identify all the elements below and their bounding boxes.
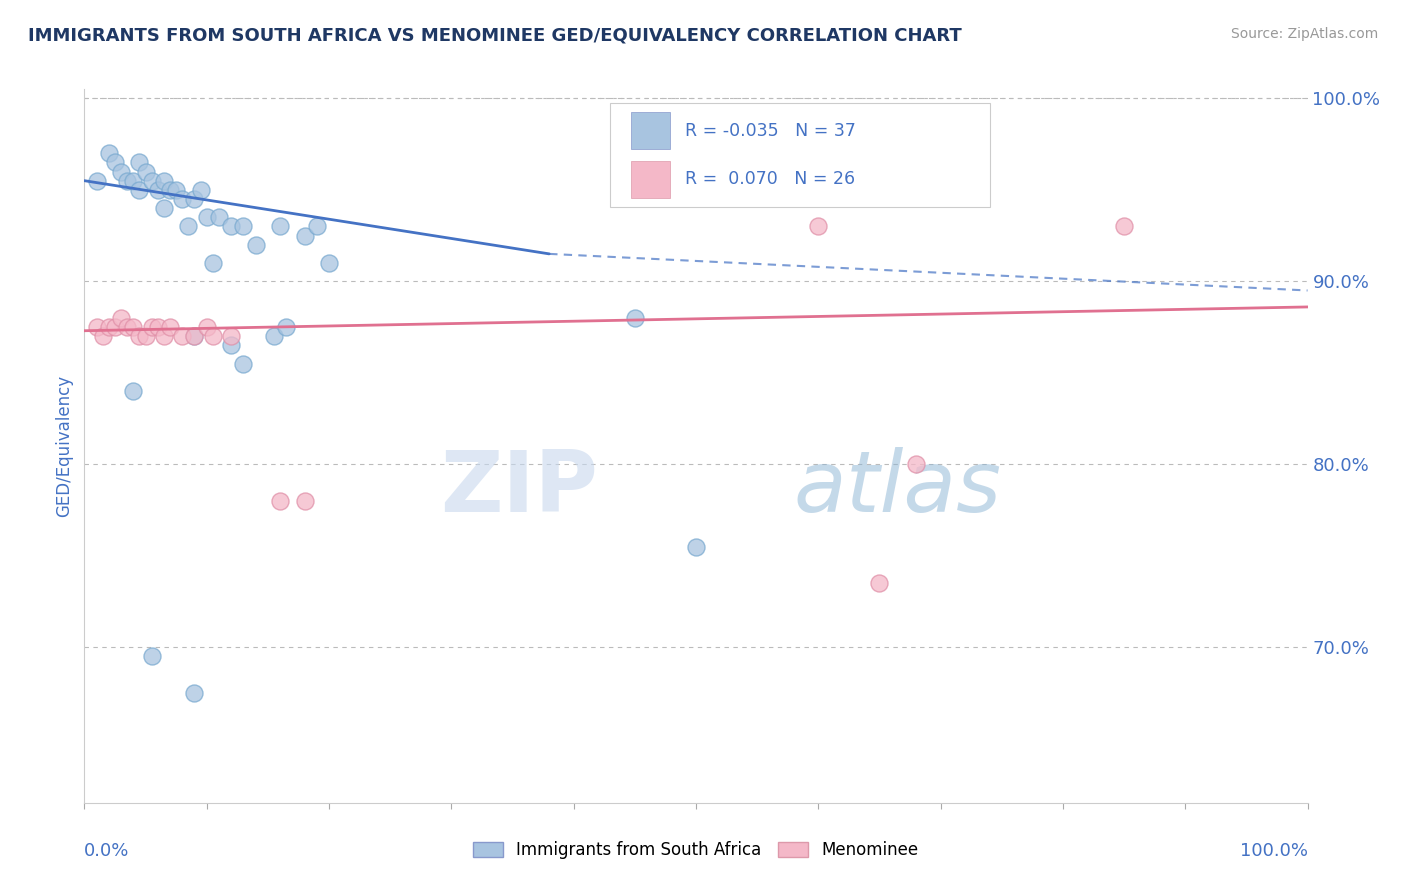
Point: [219, 338, 242, 352]
Point: [141, 174, 163, 188]
Legend: Immigrants from South Africa, Menominee: Immigrants from South Africa, Menominee: [467, 835, 925, 866]
Point: [110, 310, 132, 325]
Point: [135, 329, 157, 343]
Point: [122, 320, 145, 334]
Point: [183, 192, 205, 206]
Point: [219, 329, 242, 343]
Point: [219, 219, 242, 234]
Point: [159, 183, 181, 197]
Point: [232, 357, 254, 371]
FancyBboxPatch shape: [610, 103, 990, 207]
Point: [97, 146, 120, 161]
Point: [195, 211, 218, 225]
Point: [153, 174, 176, 188]
Point: [110, 164, 132, 178]
Point: [190, 183, 212, 197]
Bar: [631, 161, 671, 198]
Point: [159, 320, 181, 334]
Point: [208, 211, 231, 225]
Bar: [631, 112, 671, 149]
Point: [294, 494, 316, 508]
Point: [128, 183, 150, 197]
Point: [153, 201, 176, 215]
Point: [146, 320, 169, 334]
Text: atlas: atlas: [794, 447, 1002, 531]
Text: R =  0.070   N = 26: R = 0.070 N = 26: [685, 170, 855, 188]
Point: [86, 320, 108, 334]
Point: [115, 174, 138, 188]
Point: [153, 329, 176, 343]
Point: [172, 192, 194, 206]
Point: [1114, 219, 1136, 234]
Point: [128, 329, 150, 343]
Point: [104, 155, 127, 169]
Text: Source: ZipAtlas.com: Source: ZipAtlas.com: [1230, 27, 1378, 41]
Point: [807, 219, 830, 234]
Point: [294, 228, 316, 243]
Point: [183, 329, 205, 343]
Point: [276, 320, 298, 334]
Point: [305, 219, 328, 234]
Text: ZIP: ZIP: [440, 447, 598, 531]
Point: [122, 384, 145, 398]
Point: [624, 310, 647, 325]
Point: [183, 686, 205, 700]
Point: [141, 649, 163, 664]
Point: [135, 164, 157, 178]
Y-axis label: GED/Equivalency: GED/Equivalency: [55, 375, 73, 517]
Point: [245, 237, 267, 252]
Point: [86, 174, 108, 188]
Point: [115, 320, 138, 334]
Point: [232, 219, 254, 234]
Point: [269, 219, 291, 234]
Point: [201, 329, 224, 343]
Point: [91, 329, 114, 343]
Point: [318, 256, 340, 270]
Point: [195, 320, 218, 334]
Point: [104, 320, 127, 334]
Point: [183, 329, 205, 343]
Point: [141, 320, 163, 334]
Point: [122, 174, 145, 188]
Point: [685, 540, 707, 554]
Point: [269, 494, 291, 508]
Text: 100.0%: 100.0%: [1240, 842, 1308, 860]
Point: [146, 183, 169, 197]
Point: [172, 329, 194, 343]
Point: [905, 458, 928, 472]
Point: [177, 219, 200, 234]
Text: R = -0.035   N = 37: R = -0.035 N = 37: [685, 121, 856, 139]
Text: IMMIGRANTS FROM SOUTH AFRICA VS MENOMINEE GED/EQUIVALENCY CORRELATION CHART: IMMIGRANTS FROM SOUTH AFRICA VS MENOMINE…: [28, 27, 962, 45]
Point: [263, 329, 285, 343]
Point: [869, 576, 891, 591]
Point: [201, 256, 224, 270]
Text: 0.0%: 0.0%: [84, 842, 129, 860]
Point: [97, 320, 120, 334]
Point: [128, 155, 150, 169]
Point: [165, 183, 187, 197]
